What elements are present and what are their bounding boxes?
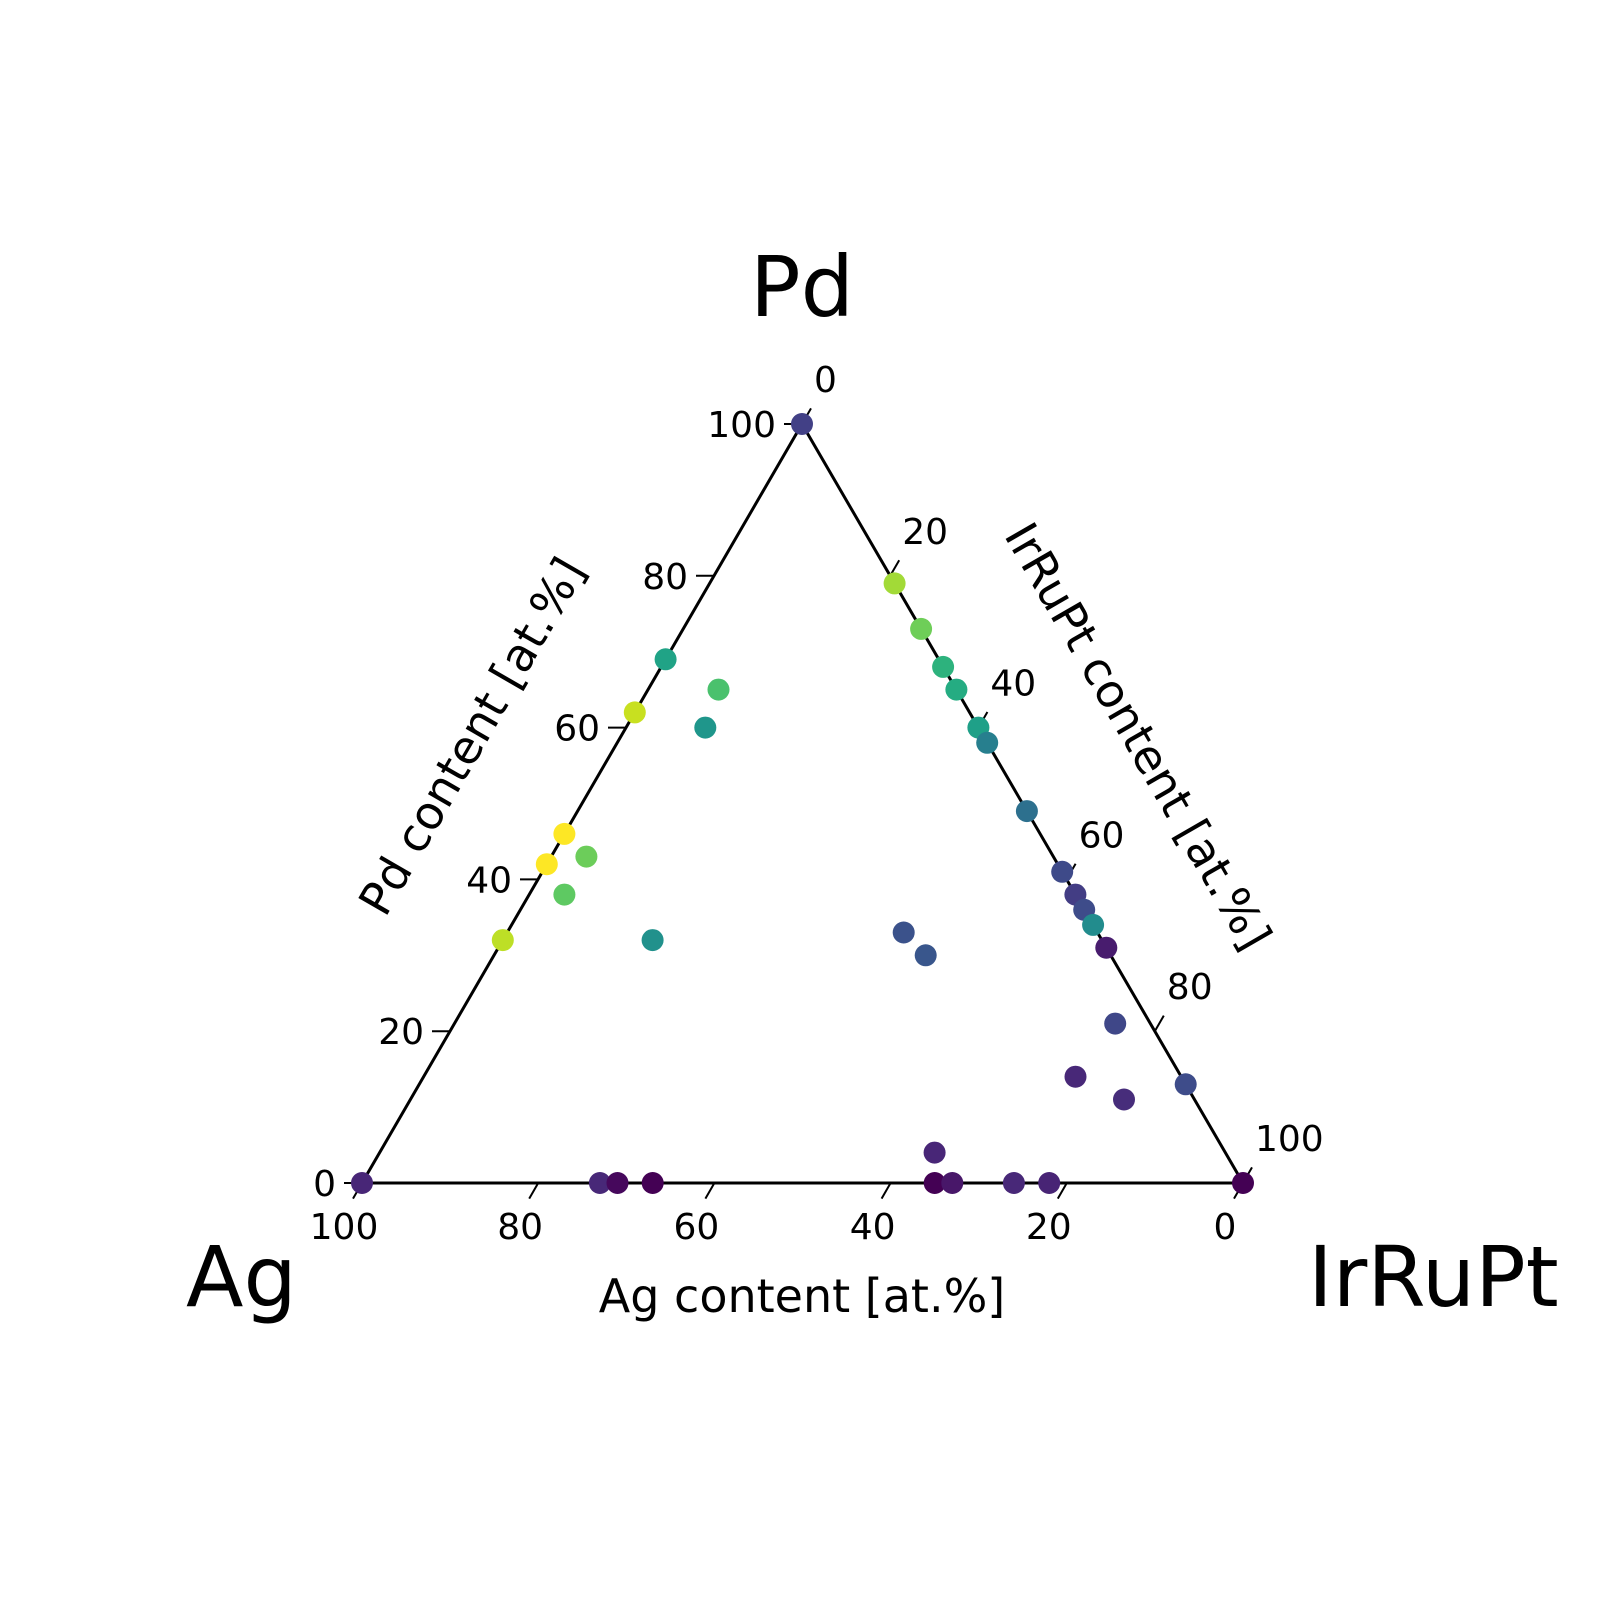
ag-axis-tick-label: 20 bbox=[1026, 1207, 1072, 1248]
pd-axis-tick-label: 80 bbox=[642, 557, 688, 598]
pd-axis-tick-label: 20 bbox=[378, 1012, 424, 1053]
irrupt-axis-tick-label: 20 bbox=[902, 512, 948, 553]
irrupt-axis-tick-label: 100 bbox=[1255, 1119, 1324, 1160]
data-point bbox=[923, 1172, 946, 1194]
data-point bbox=[553, 822, 576, 845]
ternary-frame bbox=[359, 421, 1246, 1185]
ag-axis-tick-label: 60 bbox=[673, 1207, 719, 1248]
data-point bbox=[1104, 1012, 1127, 1035]
data-point bbox=[654, 648, 677, 671]
data-point bbox=[535, 853, 558, 876]
data-point bbox=[941, 1172, 964, 1194]
data-point bbox=[1082, 913, 1105, 936]
axis-title-irrupt: IrRuPt content [at.%] bbox=[994, 514, 1282, 959]
ag-axis-tick bbox=[528, 1182, 540, 1200]
irrupt-axis-tick-label: 60 bbox=[1079, 815, 1125, 856]
data-point bbox=[1051, 860, 1074, 883]
data-point bbox=[707, 678, 730, 701]
vertex-label-irrupt: IrRuPt bbox=[1308, 1228, 1559, 1326]
ag-axis-tick-label: 0 bbox=[1214, 1207, 1237, 1248]
data-point bbox=[694, 716, 717, 739]
ag-axis-tick-label: 100 bbox=[310, 1207, 379, 1248]
data-point bbox=[945, 678, 968, 701]
pd-axis-tick-label: 40 bbox=[466, 860, 512, 901]
data-point bbox=[883, 572, 906, 595]
irrupt-axis-tick bbox=[1153, 1015, 1165, 1032]
data-point bbox=[1174, 1073, 1197, 1096]
axis-title-ag: Ag content [at.%] bbox=[599, 1269, 1005, 1323]
ag-axis-tick bbox=[880, 1182, 892, 1200]
data-point bbox=[1064, 1065, 1087, 1088]
irrupt-axis-tick-label: 0 bbox=[814, 360, 837, 401]
data-point bbox=[914, 944, 937, 967]
irrupt-axis-tick-label: 80 bbox=[1167, 967, 1213, 1008]
data-point bbox=[1113, 1088, 1135, 1111]
ag-axis-tick bbox=[704, 1182, 716, 1200]
data-point bbox=[910, 617, 933, 640]
vertex-label-pd: Pd bbox=[750, 238, 854, 336]
data-point bbox=[491, 929, 514, 952]
data-point bbox=[1038, 1172, 1061, 1194]
pd-axis-tick-label: 100 bbox=[707, 405, 776, 446]
data-point bbox=[641, 1172, 664, 1194]
data-point bbox=[1015, 800, 1038, 823]
data-point bbox=[1002, 1172, 1025, 1194]
data-point bbox=[575, 845, 598, 868]
vertex-label-ag: Ag bbox=[186, 1228, 297, 1326]
data-point bbox=[588, 1172, 611, 1194]
irrupt-axis-tick-label: 40 bbox=[990, 664, 1036, 705]
data-point bbox=[351, 1172, 373, 1194]
data-point bbox=[606, 1172, 629, 1194]
pd-axis-tick-label: 60 bbox=[554, 709, 600, 750]
data-point bbox=[1095, 936, 1118, 959]
data-point bbox=[932, 655, 955, 678]
data-point bbox=[641, 929, 664, 952]
pd-axis-tick-label: 0 bbox=[313, 1164, 336, 1205]
ag-axis-tick-label: 80 bbox=[497, 1207, 543, 1248]
data-point bbox=[976, 731, 999, 754]
data-point bbox=[791, 413, 813, 435]
data-points bbox=[351, 413, 1254, 1194]
data-point bbox=[1232, 1172, 1254, 1194]
data-point bbox=[553, 883, 576, 906]
data-point bbox=[892, 921, 915, 944]
data-point bbox=[623, 701, 646, 724]
ag-axis-tick bbox=[1056, 1182, 1068, 1200]
data-point bbox=[923, 1141, 946, 1164]
ag-axis-tick-label: 40 bbox=[850, 1207, 896, 1248]
